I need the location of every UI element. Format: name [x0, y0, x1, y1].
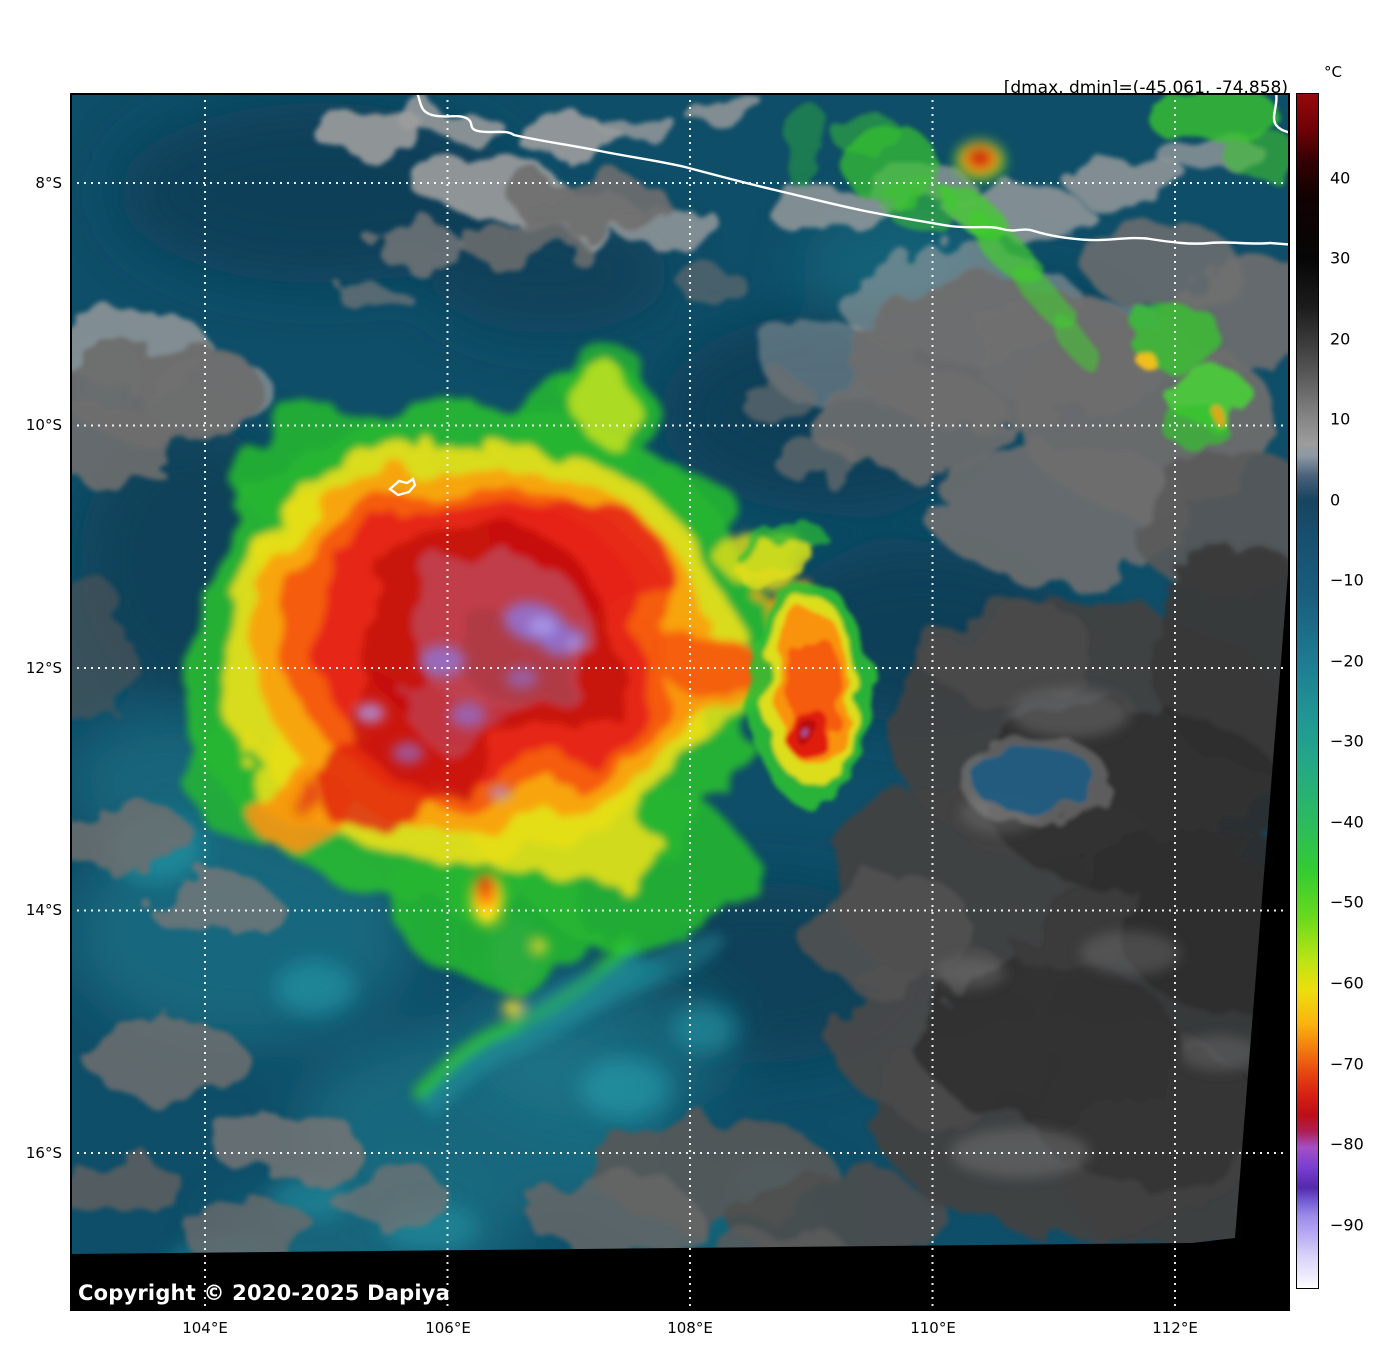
lon-tick-label: 106°E — [425, 1319, 471, 1337]
copyright-label: Copyright © 2020-2025 Dapiya — [78, 1281, 450, 1305]
lat-tick-label: 12°S — [25, 659, 62, 677]
lon-tick-label: 104°E — [182, 1319, 228, 1337]
graticule-grid — [70, 93, 1290, 1311]
colorbar-tick-labels: 40 30 20 10 0 −10 −20 −30 −40 −50 −60 −70 −80 −90 — [1330, 93, 1386, 1289]
colorbar-tick-label: −10 — [1330, 570, 1364, 590]
colorbar-tick-label: −30 — [1330, 731, 1364, 751]
lon-tick-label: 108°E — [667, 1319, 713, 1337]
northeast-red-cell — [954, 140, 1006, 182]
map-border — [70, 93, 1290, 1311]
colorbar-tick-label: 10 — [1330, 409, 1351, 429]
lon-tick-label: 110°E — [910, 1319, 956, 1337]
colorbar-tick-label: 0 — [1330, 490, 1341, 510]
lon-tick-label: 112°E — [1152, 1319, 1198, 1337]
satellite-scene — [70, 93, 1290, 1311]
lat-tick-label: 10°S — [25, 416, 62, 434]
colorbar-tick-label: 20 — [1330, 329, 1351, 349]
lat-tick-label: 14°S — [25, 901, 62, 919]
lat-tick-label: 16°S — [25, 1144, 62, 1162]
colorbar-unit-label: °C — [1324, 63, 1342, 81]
colorbar-tick-label: 40 — [1330, 168, 1351, 188]
coastline — [388, 93, 1290, 497]
island-outline — [388, 477, 417, 497]
colorbar — [1296, 93, 1319, 1289]
southern-band — [411, 873, 725, 1119]
colorbar-tick-label: 30 — [1330, 248, 1351, 268]
satellite-map-panel: Copyright © 2020-2025 Dapiya — [70, 93, 1290, 1311]
colorbar-tick-label: −70 — [1330, 1054, 1364, 1073]
storm-cold-tops — [296, 601, 587, 816]
colorbar-tick-label: −80 — [1330, 1134, 1364, 1154]
colorbar-tick-label: −20 — [1330, 651, 1364, 671]
sea-window-in-clouds — [960, 735, 1110, 827]
colorbar-tick-label: −90 — [1330, 1215, 1364, 1235]
colorbar-tick-label: −60 — [1330, 973, 1364, 993]
storm-shield — [177, 348, 812, 977]
eastern-appendage — [736, 520, 872, 805]
northeast-cell-and-streaks — [787, 93, 1290, 447]
lat-tick-label: 8°S — [35, 174, 62, 192]
colorbar-tick-label: −50 — [1330, 892, 1364, 912]
colorbar-tick-label: −40 — [1330, 812, 1364, 832]
